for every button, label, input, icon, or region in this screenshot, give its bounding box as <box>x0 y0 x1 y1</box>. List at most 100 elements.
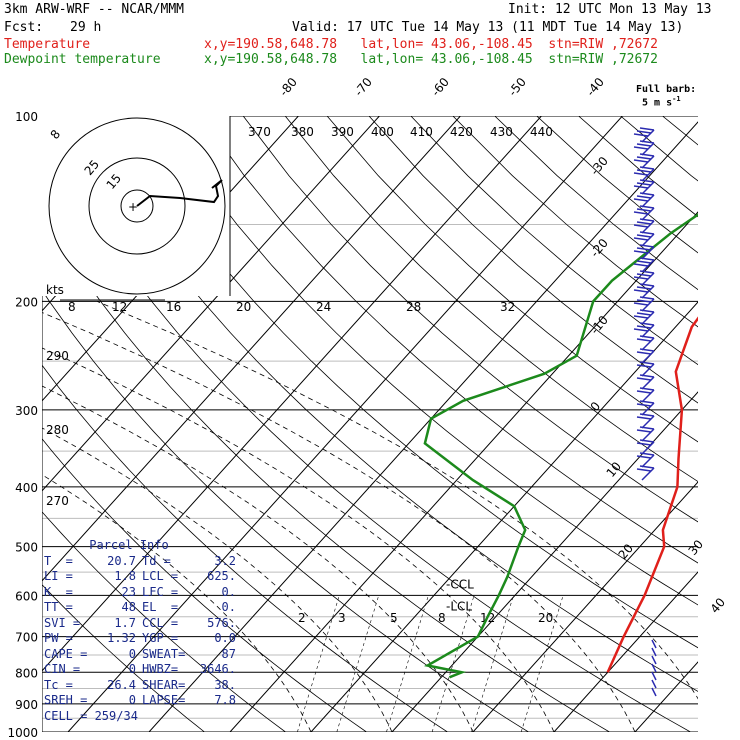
dry-adiabat <box>42 438 367 732</box>
theta-label: 380 <box>291 125 314 139</box>
wind-barb <box>651 647 657 657</box>
dry-adiabat <box>42 130 691 732</box>
parcel-param-value: 576. <box>207 615 236 630</box>
wind-barb <box>636 413 655 429</box>
moist-adiabat <box>42 347 555 732</box>
level-markers: -CCL -LCL <box>446 577 474 613</box>
hodograph-ring <box>48 117 226 295</box>
dry-adiabat <box>536 116 698 254</box>
wind-barb <box>633 192 655 208</box>
mixing-ratio-label: 3 <box>338 611 346 625</box>
isotherm <box>229 211 698 732</box>
dry-adiabat <box>200 116 698 564</box>
dry-adiabat <box>578 116 698 218</box>
pressure-tick-label: 200 <box>15 295 38 309</box>
pressure-tick-label: 500 <box>15 541 38 555</box>
isotherm-label: 30 <box>686 537 707 558</box>
mixing-ratio-label: 5 <box>390 611 398 625</box>
forecast-label: Fcst: <box>4 20 44 35</box>
parcel-param-label: PW = <box>44 631 73 645</box>
theta-label: 400 <box>371 125 394 139</box>
temperature-legend: Temperature <box>4 37 91 52</box>
moist-adiabat <box>42 427 393 732</box>
wind-barb <box>633 205 655 221</box>
speed-tick-label: 32 <box>500 300 515 314</box>
isotherm <box>67 116 623 732</box>
isotherm <box>391 391 698 732</box>
pressure-tick-label: 300 <box>15 404 38 418</box>
profile-series <box>423 213 698 679</box>
isotherm <box>310 301 698 732</box>
level-marker: -CCL <box>446 577 474 591</box>
parcel-param-value: 0 <box>128 646 136 661</box>
dry-adiabat <box>410 116 698 366</box>
theta-labels: 370 380 390 400 410 420 430 440 290 280 270 <box>46 125 553 508</box>
forecast-hour: 29 h <box>70 20 102 35</box>
parcel-param-value: 38. <box>214 677 236 692</box>
moist-adiabat <box>42 385 474 732</box>
dry-adiabat <box>326 116 698 443</box>
parcel-info-row: Tc = 26.4 SHEAR= 38. <box>44 677 236 694</box>
theta-label: 440 <box>530 125 553 139</box>
parcel-param-label: CCL = <box>142 615 179 630</box>
dewpoint-legend: Dewpoint temperature <box>4 52 161 67</box>
isotherm-label: -40 <box>584 75 607 99</box>
parcel-param-value: 87 <box>221 646 236 661</box>
parcel-param-label: EL = <box>142 600 179 614</box>
parcel-info-row: T = 20.7 Td = 3.2 <box>44 553 236 570</box>
parcel-param-label: LFC = <box>142 584 179 599</box>
theta-label: 290 <box>46 349 69 363</box>
parcel-param-label: YGP = <box>142 631 179 645</box>
theta-label: 270 <box>46 494 69 508</box>
speed-tick-label: 28 <box>406 300 421 314</box>
parcel-info-title: Parcel Info <box>89 538 169 552</box>
isotherm-label: -10 <box>588 313 611 337</box>
dry-adiabat <box>284 116 698 483</box>
theta-label: 430 <box>490 125 513 139</box>
mixing-ratio-label: 8 <box>438 611 446 625</box>
wind-barb <box>651 639 657 649</box>
pressure-tick-label: 600 <box>15 589 38 603</box>
speed-tick-label: 20 <box>236 300 251 314</box>
speed-tick-label: 8 <box>68 300 76 314</box>
pressure-axis-labels: 100 200 300 400 500 600 700 800 900 1000 <box>7 110 38 740</box>
wind-barb <box>651 663 657 673</box>
parcel-param-label: TT = <box>44 600 73 614</box>
hodograph-trace <box>136 179 223 207</box>
parcel-param-value: 7.8 <box>214 693 236 707</box>
wind-barb <box>633 127 655 143</box>
mixing-ratio-labels: 2 3 5 8 12 20 <box>298 611 553 625</box>
pressure-tick-label: 1000 <box>7 726 38 740</box>
model-title: 3km ARW-WRF -- NCAR/MMM <box>4 2 185 17</box>
isotherm <box>716 116 740 732</box>
wind-barb <box>633 296 655 312</box>
wind-barb <box>636 452 655 468</box>
level-marker: -LCL <box>446 599 472 613</box>
hodograph-center: + <box>128 200 138 214</box>
wind-barb <box>651 655 657 665</box>
moist-adiabat <box>42 311 636 732</box>
wind-barb <box>633 179 655 195</box>
parcel-param-value: 1.7 <box>114 615 136 630</box>
wind-barb <box>633 309 655 325</box>
parcel-param-value: 0 <box>128 662 136 676</box>
init-time: Init: 12 UTC Mon 13 May 13 <box>508 2 712 17</box>
parcel-param-value: 0. <box>221 600 236 614</box>
parcel-param-label: Td = <box>142 553 171 568</box>
isotherm <box>553 571 698 732</box>
dry-adiabat <box>368 116 698 404</box>
isotherm <box>42 116 380 492</box>
wind-barb <box>651 679 657 689</box>
parcel-cell-line: CELL = 259/34 <box>44 708 138 723</box>
pressure-tick-label: 100 <box>15 110 38 124</box>
theta-label: 280 <box>46 423 69 437</box>
temperature-line <box>606 316 698 673</box>
wind-barb <box>633 231 655 247</box>
barb-legend-value: 5 m s-1 <box>642 95 681 109</box>
wind-barb <box>633 322 655 338</box>
parcel-info-row: K = 23 LFC = 0. <box>44 584 236 601</box>
isotherm <box>42 116 542 672</box>
hodograph-ring <box>88 157 186 255</box>
wind-barb <box>636 465 655 481</box>
